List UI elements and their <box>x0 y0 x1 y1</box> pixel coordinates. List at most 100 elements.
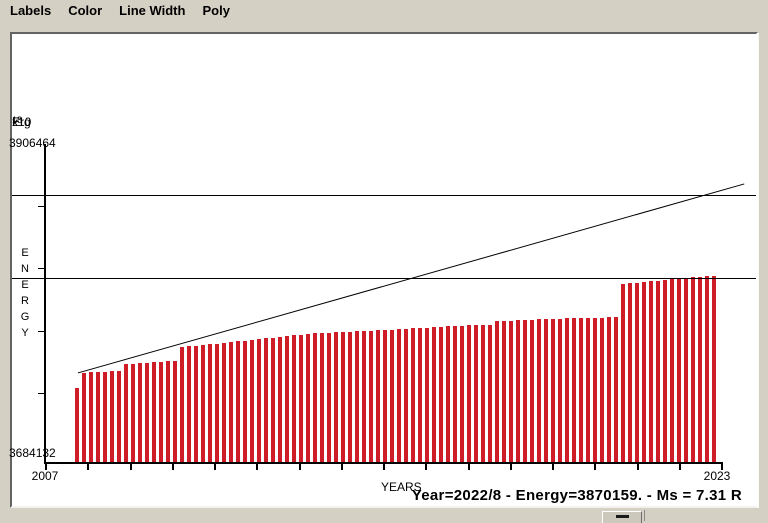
energy-bar <box>614 317 618 462</box>
energy-bar <box>215 344 219 462</box>
x-tick <box>468 464 470 470</box>
energy-bar <box>418 328 422 462</box>
energy-bar <box>369 331 373 462</box>
energy-bar <box>355 331 359 462</box>
energy-bar <box>481 325 485 462</box>
x-tick <box>45 464 47 470</box>
menu-item-line-width[interactable]: Line Width <box>119 3 186 18</box>
x-tick <box>637 464 639 470</box>
energy-bar <box>460 326 464 462</box>
x-axis-label-2023: 2023 <box>703 469 731 483</box>
energy-bar <box>684 278 688 462</box>
bottom-strip <box>0 508 768 523</box>
x-tick <box>425 464 427 470</box>
energy-bar <box>586 318 590 462</box>
energy-bar <box>173 361 177 462</box>
energy-bar <box>257 339 261 462</box>
energy-bar <box>600 318 604 462</box>
energy-bar <box>159 362 163 462</box>
energy-bar <box>383 330 387 462</box>
status-readout: Year=2022/8 - Energy=3870159. - Ms = 7.3… <box>411 487 742 504</box>
energy-bar <box>712 276 716 462</box>
energy-bar <box>180 347 184 462</box>
energy-bar <box>292 335 296 462</box>
energy-bar <box>320 333 324 462</box>
energy-bar <box>705 276 709 462</box>
energy-bar <box>474 325 478 462</box>
energy-bar <box>285 336 289 462</box>
x-tick <box>299 464 301 470</box>
y-tick <box>38 268 44 269</box>
menu-item-poly[interactable]: Poly <box>202 3 230 18</box>
energy-bar <box>502 321 506 462</box>
energy-bar <box>572 318 576 462</box>
energy-bar <box>313 333 317 462</box>
x-tick <box>130 464 132 470</box>
energy-bar <box>698 277 702 462</box>
energy-bar <box>691 277 695 462</box>
energy-bar <box>565 318 569 462</box>
x-tick <box>341 464 343 470</box>
energy-bar <box>656 281 660 462</box>
energy-bar <box>628 283 632 462</box>
energy-bar <box>439 327 443 462</box>
x-tick <box>256 464 258 470</box>
energy-bar <box>362 331 366 462</box>
energy-bar <box>376 330 380 462</box>
energy-bar <box>243 341 247 462</box>
energy-bar <box>621 284 625 462</box>
energy-bar <box>271 338 275 462</box>
energy-bar <box>495 321 499 462</box>
energy-bar <box>635 283 639 462</box>
energy-bar <box>453 326 457 462</box>
menu-bar: Labels Color Line Width Poly <box>0 0 768 32</box>
x-tick <box>214 464 216 470</box>
reference-line <box>12 195 756 196</box>
energy-bar <box>145 363 149 462</box>
energy-bar <box>306 334 310 462</box>
energy-bar <box>642 282 646 462</box>
energy-bar <box>509 321 513 462</box>
energy-bar <box>264 338 268 462</box>
x-tick <box>172 464 174 470</box>
menu-item-labels[interactable]: Labels <box>10 3 52 18</box>
menu-item-color[interactable]: Color <box>68 3 103 18</box>
energy-bar <box>187 346 191 462</box>
energy-bar <box>110 371 114 462</box>
energy-bar <box>446 326 450 462</box>
taskbar-partial-button[interactable] <box>602 511 642 523</box>
energy-bar <box>124 364 128 462</box>
energy-bar <box>397 329 401 462</box>
x-tick <box>383 464 385 470</box>
energy-bar <box>670 279 674 462</box>
energy-bar <box>516 320 520 462</box>
energy-bar <box>89 372 93 462</box>
energy-bar <box>278 337 282 462</box>
x-axis-label-2007: 2007 <box>31 469 59 483</box>
energy-bar <box>488 325 492 462</box>
energy-bar <box>131 364 135 462</box>
energy-bar <box>96 372 100 462</box>
energy-bar <box>236 341 240 462</box>
energy-bar <box>222 343 226 462</box>
energy-bar <box>229 342 233 462</box>
energy-bar <box>558 319 562 462</box>
energy-bar <box>432 327 436 462</box>
energy-bar <box>327 333 331 462</box>
energy-bar <box>201 345 205 462</box>
energy-bar <box>334 332 338 462</box>
energy-bar <box>593 318 597 462</box>
energy-bar <box>663 280 667 462</box>
energy-bar <box>579 318 583 462</box>
energy-bar <box>404 329 408 462</box>
energy-bar <box>152 362 156 462</box>
energy-bar <box>166 361 170 462</box>
energy-bar <box>523 320 527 462</box>
x-axis-title-years: YEARS <box>381 480 422 494</box>
y-axis-min-label: 3684132 <box>9 446 56 460</box>
y-axis-max-label: 3906464 <box>9 136 56 150</box>
energy-bar <box>299 335 303 462</box>
energy-bar <box>208 344 212 462</box>
